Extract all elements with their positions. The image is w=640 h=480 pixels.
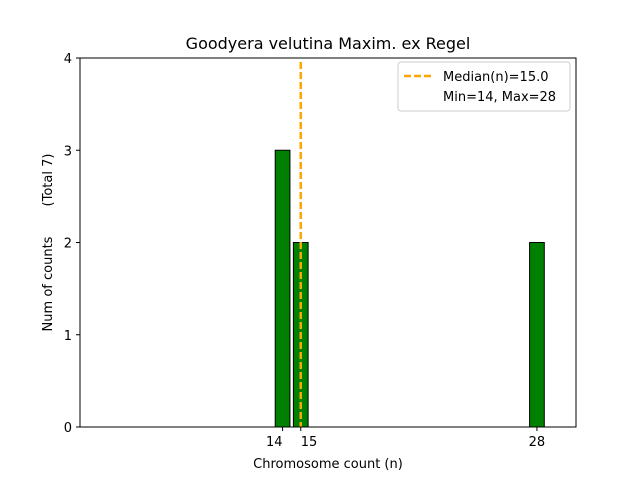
chart-title: Goodyera velutina Maxim. ex Regel [186,34,471,53]
y-tick-label: 4 [64,52,72,67]
y-ticks: 0 1 2 3 4 [64,52,80,436]
bar-14 [274,149,291,428]
y-axis-label: Num of counts [41,236,56,331]
x-axis-label: Chromosome count (n) [253,457,403,472]
y-tick-label: 0 [64,421,72,436]
legend-box [397,61,571,112]
legend: Median(n)=15.0 Min=14, Max=28 [397,61,571,112]
x-tick-label: 15 [301,435,318,450]
x-ticks: 14 15 28 [266,427,545,450]
y-tick-label: 3 [64,144,72,159]
y-axis-total-note: (Total 7) [41,154,56,207]
y-tick-label: 1 [64,329,72,344]
legend-entry-median: Median(n)=15.0 [443,70,549,85]
y-tick-label: 2 [64,237,72,252]
x-tick-label: 28 [529,435,546,450]
bar-28 [529,242,545,428]
legend-entry-min-max: Min=14, Max=28 [443,90,556,105]
x-tick-label: 14 [266,435,283,450]
